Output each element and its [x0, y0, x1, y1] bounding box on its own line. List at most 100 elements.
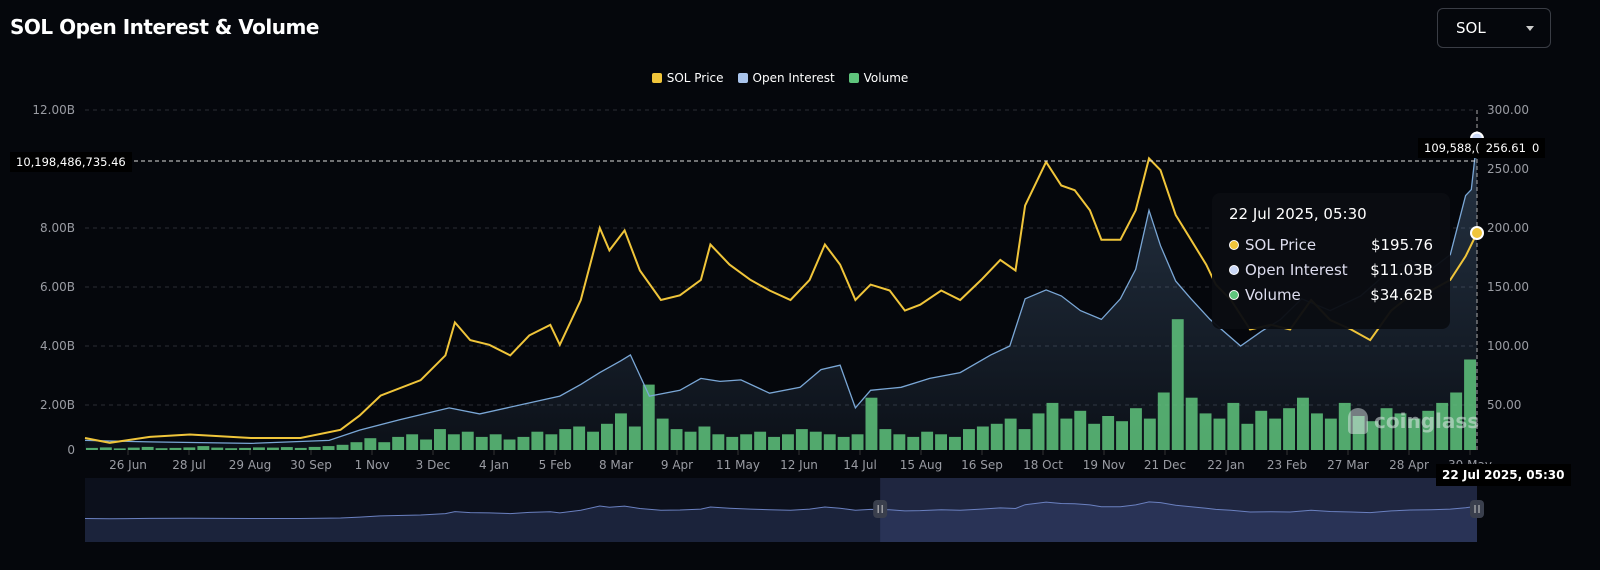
volume-bar [1241, 423, 1254, 450]
volume-bar [1408, 418, 1421, 450]
volume-bar [503, 439, 516, 450]
coin-select-value: SOL [1456, 19, 1486, 37]
volume-bar [559, 429, 572, 450]
volume-bar [698, 426, 711, 450]
volume-bar [949, 436, 961, 450]
volume-bar [1227, 402, 1240, 450]
volume-bar [1338, 402, 1351, 450]
volume-bar [1116, 421, 1128, 450]
handle-grip-icon[interactable] [873, 500, 888, 518]
left-axis-tick: 4.00B [40, 339, 75, 353]
navigator-selected-range [880, 478, 1477, 542]
tooltip-value: $11.03B [1370, 260, 1433, 279]
volume-bar [782, 434, 794, 450]
volume-bar [517, 436, 530, 450]
coin-select[interactable]: SOL [1437, 8, 1551, 48]
volume-bar [740, 434, 753, 450]
volume-bar [1088, 423, 1101, 450]
volume-bar [642, 384, 655, 450]
crosshair-left-value: 10,198,486,735.46 [10, 152, 132, 172]
volume-bar [267, 447, 279, 450]
volume-bar [1255, 410, 1268, 450]
x-axis-tick: 3 Dec [416, 458, 451, 472]
legend-item-open-interest[interactable]: Open Interest [737, 71, 835, 85]
volume-bar [656, 418, 669, 450]
volume-bar [322, 446, 335, 450]
volume-bar [963, 429, 975, 450]
x-axis-tick: 28 Jul [172, 458, 206, 472]
volume-bar [935, 434, 947, 450]
x-axis-tick: 27 Mar [1327, 458, 1369, 472]
tooltip-date: 22 Jul 2025, 05:30 [1229, 205, 1367, 223]
handle-grip-icon[interactable] [1470, 500, 1484, 518]
price-marker [1470, 226, 1484, 241]
volume-bar [601, 423, 613, 450]
volume-bar [1004, 418, 1017, 450]
volume-bar [155, 448, 168, 450]
x-axis-tick: 12 Jun [780, 458, 818, 472]
right-axis-tick: 100.00 [1487, 339, 1529, 353]
volume-bar [1046, 402, 1059, 450]
volume-bar [865, 397, 878, 450]
volume-bar [684, 431, 697, 450]
legend-swatch-oi [737, 73, 748, 83]
volume-bar [280, 447, 293, 450]
x-axis-tick: 4 Jan [479, 458, 509, 472]
navigator-area [85, 501, 1477, 542]
volume-bar [587, 431, 599, 450]
navigator-handle-left[interactable] [873, 500, 888, 518]
volume-bar [670, 429, 683, 450]
volume-dot-icon [1229, 289, 1239, 300]
x-axis-tick: 29 Aug [229, 458, 272, 472]
volume-bar [378, 442, 391, 450]
legend-item-price[interactable]: SOL Price [651, 71, 724, 85]
volume-bar [336, 444, 349, 450]
volume-bar [141, 446, 154, 450]
volume-bar [1074, 410, 1087, 450]
tooltip-row-price: SOL Price $195.76 [1229, 235, 1433, 254]
left-axis-tick: 0 [67, 443, 75, 457]
volume-bar [1157, 392, 1170, 450]
crosshair-date-label: 22 Jul 2025, 05:30 [1436, 464, 1571, 486]
volume-bar [712, 434, 725, 450]
x-axis-tick: 21 Dec [1144, 458, 1186, 472]
crosshair-right-values: 109,588,( 256.61 0 [1418, 138, 1546, 158]
volume-bar [615, 413, 627, 450]
volume-bar [1394, 413, 1407, 450]
x-axis-tick: 28 Apr [1389, 458, 1429, 472]
volume-bar [434, 429, 446, 450]
volume-bar [1102, 416, 1115, 450]
volume-bar [990, 423, 1003, 450]
navigator-handle-right[interactable] [1470, 500, 1484, 518]
volume-bar [726, 436, 739, 450]
volume-bar [893, 434, 906, 450]
volume-bar [823, 434, 836, 450]
volume-bar [406, 434, 419, 450]
x-axis-tick: 18 Oct [1023, 458, 1063, 472]
volume-bar [1213, 418, 1226, 450]
legend-item-volume[interactable]: Volume [848, 71, 908, 85]
volume-bar [99, 447, 112, 450]
right-axis-tick: 250.00 [1487, 162, 1529, 176]
volume-bar [628, 426, 641, 450]
volume-bar [809, 431, 822, 450]
coinglass-logo-icon [1348, 408, 1368, 434]
volume-bar [364, 438, 377, 450]
tooltip-label: Open Interest [1245, 260, 1348, 279]
x-axis-tick: 15 Aug [900, 458, 943, 472]
volume-bar [1380, 408, 1393, 450]
volume-bar [768, 436, 780, 450]
volume-bar [169, 447, 182, 450]
volume-bar [531, 431, 544, 450]
volume-bar [461, 431, 474, 450]
tooltip-row-oi: Open Interest $11.03B [1229, 260, 1433, 279]
x-axis-tick: 22 Jan [1207, 458, 1245, 472]
volume-bar [86, 447, 98, 450]
chart-legend: SOL Price Open Interest Volume [0, 71, 1560, 85]
page-title: SOL Open Interest & Volume [10, 15, 319, 39]
volume-bar [795, 429, 808, 450]
volume-bar [294, 447, 307, 450]
volume-bar [392, 436, 405, 450]
volume-bar [1199, 413, 1212, 450]
